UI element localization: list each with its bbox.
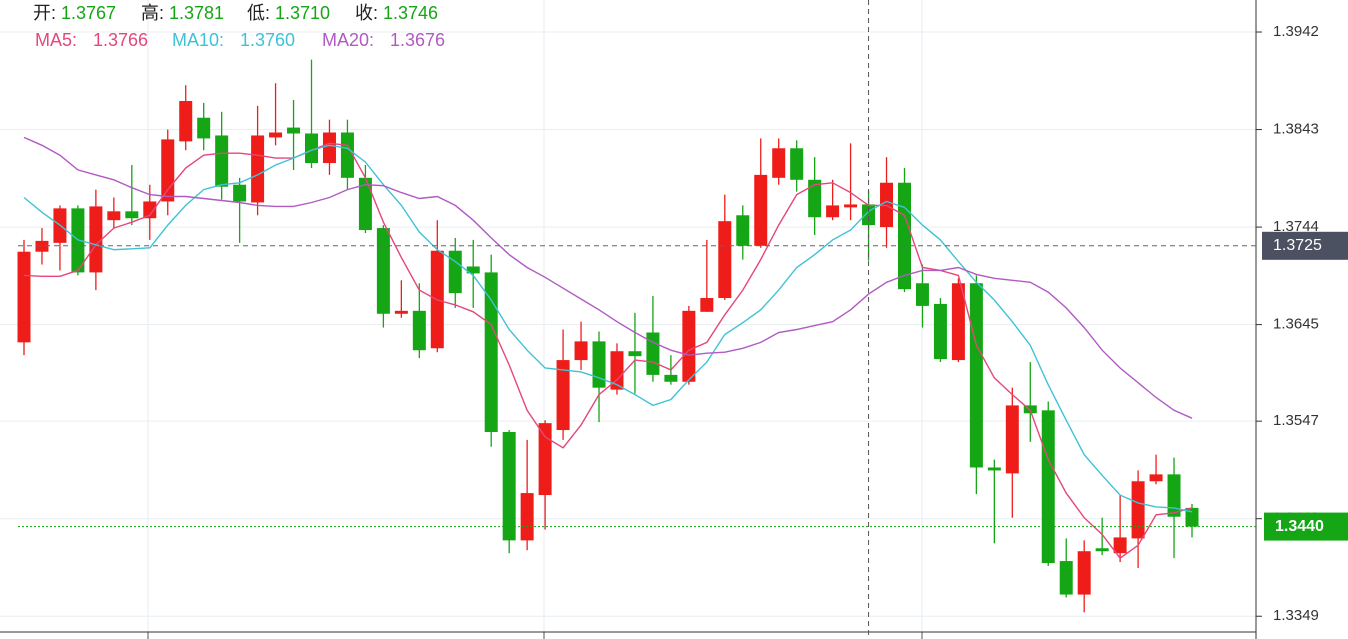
ma-line xyxy=(23,142,1193,560)
legend-label: MA5: xyxy=(35,30,77,50)
overlay: 1.3440 1.3725 xyxy=(18,0,1348,639)
candle-body xyxy=(305,133,319,164)
candle-body xyxy=(1077,551,1091,595)
candle-body xyxy=(736,215,750,246)
candle-body xyxy=(233,184,247,202)
candle-body xyxy=(269,132,283,138)
legend-label: MA10: xyxy=(172,30,224,50)
y-tick-label: 1.3645 xyxy=(1273,316,1319,333)
readout-value: 1.3746 xyxy=(383,3,438,23)
readout-label: 低: xyxy=(247,3,270,23)
candle-body xyxy=(1023,405,1037,414)
candle-body xyxy=(574,341,588,361)
y-tick-label: 1.3843 xyxy=(1273,121,1319,138)
y-tick-label: 1.3942 xyxy=(1273,23,1319,40)
candle-body xyxy=(754,174,768,246)
y-tick-label: 1.3547 xyxy=(1273,412,1319,429)
candle-body xyxy=(161,139,175,202)
candle-body xyxy=(1041,410,1055,564)
candle-body xyxy=(1131,481,1145,539)
crosshair-price-box xyxy=(1262,231,1348,260)
candle-body xyxy=(197,117,211,139)
candle-body xyxy=(897,182,911,290)
candle-body xyxy=(502,432,516,541)
candle-body xyxy=(520,493,534,541)
candle-body xyxy=(448,250,462,294)
legend-label: MA20: xyxy=(322,30,374,50)
candle-body xyxy=(215,135,229,187)
candle-body xyxy=(646,332,660,375)
candle-body xyxy=(1113,537,1127,554)
candle-body xyxy=(592,341,606,388)
candle-body xyxy=(808,179,822,218)
candle-body xyxy=(718,221,732,299)
candle-body xyxy=(484,272,498,433)
ma-line xyxy=(23,144,1193,513)
candle-body xyxy=(664,374,678,382)
readout-value: 1.3781 xyxy=(169,3,224,23)
candle-body xyxy=(987,467,1001,471)
candle-body xyxy=(1059,561,1073,595)
candle-body xyxy=(466,266,480,274)
candle-body xyxy=(35,240,49,252)
readout-label: 高: xyxy=(141,3,164,23)
readout: 开: 1.3767 高: 1.3781 低: 1.3710 收: 1.3746 MA5: 1.37… xyxy=(33,3,445,50)
candle-body xyxy=(287,127,301,134)
candle-body xyxy=(682,310,696,382)
candle-body xyxy=(628,351,642,357)
readout-label: 开: xyxy=(33,3,56,23)
last-price-box xyxy=(1264,512,1348,541)
candle-body xyxy=(107,211,121,221)
candle-body xyxy=(143,201,157,219)
candle-body xyxy=(969,283,983,468)
crosshair-price-label: 1.3725 xyxy=(1273,237,1322,254)
readout-value: 1.3767 xyxy=(61,3,116,23)
candle-body xyxy=(412,310,426,351)
legend-value: 1.3766 xyxy=(93,30,148,50)
y-tick-label: 1.3349 xyxy=(1273,607,1319,624)
candle-body xyxy=(179,100,193,142)
plot xyxy=(17,59,1199,613)
candle-body xyxy=(251,135,265,203)
candle-body xyxy=(610,351,624,390)
candle-body xyxy=(844,204,858,208)
candle-body xyxy=(915,283,929,306)
candle-body xyxy=(1185,507,1199,527)
last-price-label: 1.3440 xyxy=(1275,518,1324,535)
candle-body xyxy=(89,206,103,273)
candle-body xyxy=(951,283,965,361)
candle-body xyxy=(790,148,804,180)
y-tick-label: 1.3744 xyxy=(1273,218,1319,235)
candle-body xyxy=(933,303,947,360)
candle-body xyxy=(1095,548,1109,552)
candle-body xyxy=(826,205,840,218)
candle-body xyxy=(358,177,372,231)
candle-body xyxy=(340,132,354,178)
readout-label: 收: xyxy=(355,3,378,23)
candle-body xyxy=(125,211,139,219)
candle-body xyxy=(322,132,336,164)
candle-body xyxy=(17,251,31,343)
candle-body xyxy=(1167,474,1181,517)
candle-body xyxy=(1149,474,1163,482)
candle-body xyxy=(376,228,390,314)
candle-body xyxy=(556,360,570,431)
readout-value: 1.3710 xyxy=(275,3,330,23)
legend-value: 1.3676 xyxy=(390,30,445,50)
candle-body xyxy=(394,310,408,314)
legend-value: 1.3760 xyxy=(240,30,295,50)
candle-body xyxy=(700,298,714,312)
candle-body xyxy=(772,148,786,178)
ma-line xyxy=(23,136,1193,419)
candle-body xyxy=(1005,405,1019,474)
candle-body xyxy=(538,423,552,496)
